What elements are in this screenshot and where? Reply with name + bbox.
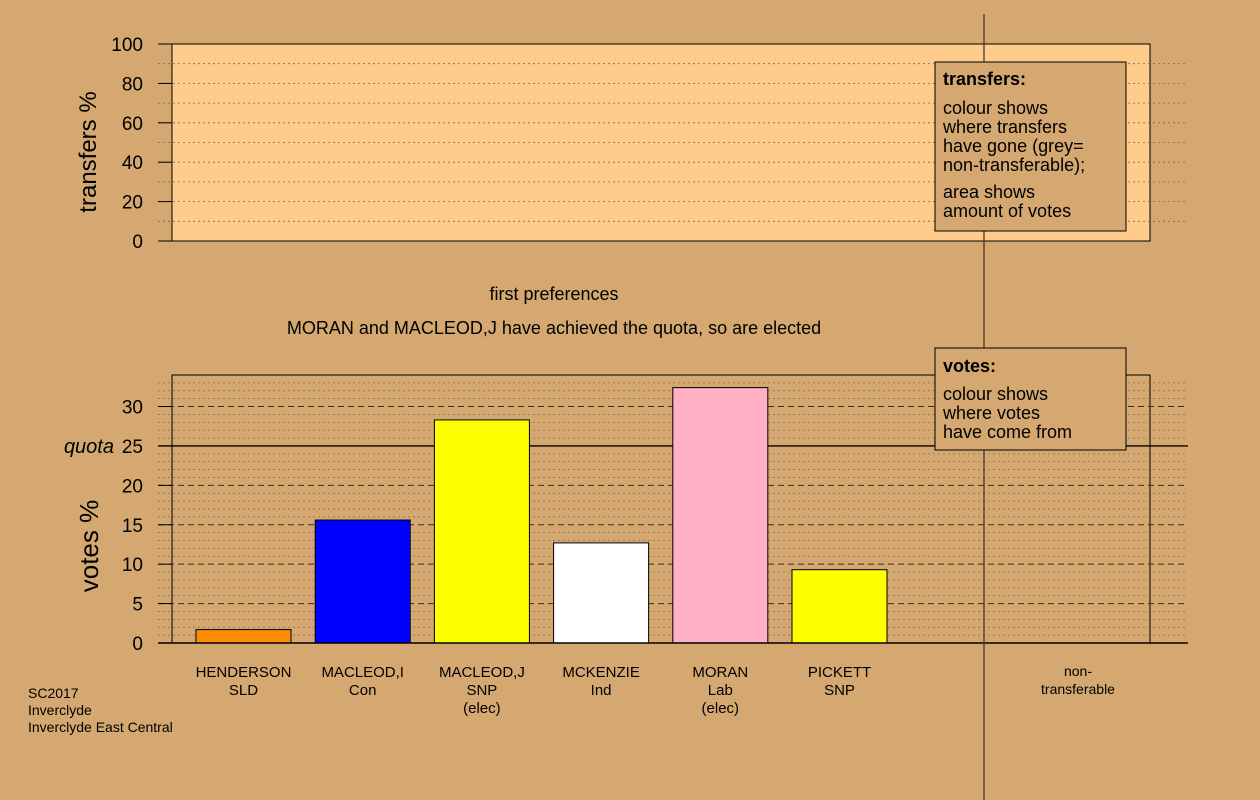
vote-bar: [672, 387, 769, 644]
vote-bar: [433, 419, 530, 644]
candidate-label: Con: [349, 682, 377, 699]
transfers-tick-label: 40: [122, 153, 143, 174]
votes-legend: votes: colour shows where votes have com…: [934, 347, 1127, 451]
votes-tick-label: 15: [122, 516, 143, 537]
candidate-label: MACLEOD,J: [439, 664, 525, 681]
candidate-label: SNP: [466, 682, 497, 699]
votes-legend-box: [934, 347, 1127, 451]
vote-bar: [791, 569, 888, 644]
transfers-tick-label: 60: [122, 114, 143, 135]
votes-tick-label: 30: [122, 398, 143, 419]
transfers-tick-label: 80: [122, 74, 143, 95]
transfers-legend-box: [934, 61, 1127, 232]
footer: SC2017 Inverclyde Inverclyde East Centra…: [28, 685, 173, 735]
votes-tick-label: 5: [132, 595, 143, 616]
quota-label: quota: [64, 436, 114, 458]
votes-tick-label: 0: [132, 634, 143, 655]
transfers-y-axis-label: transfers %: [75, 91, 102, 212]
stage-message: MORAN and MACLEOD,J have achieved the qu…: [287, 318, 821, 338]
transfers-legend-title: transfers:: [943, 69, 1026, 89]
votes-legend-line: colour shows: [943, 384, 1048, 404]
transfers-gridlines: [158, 63, 1188, 222]
votes-y-axis-label: votes %: [74, 500, 104, 593]
transfers-legend-line: colour shows: [943, 98, 1048, 118]
vote-bar: [553, 542, 650, 644]
transfers-legend-line: non-transferable);: [943, 155, 1085, 175]
vote-bar: [314, 519, 411, 644]
candidate-label: Ind: [591, 682, 612, 699]
transfers-tick-label: 100: [111, 35, 143, 56]
votes-tick-label: 20: [122, 476, 143, 497]
candidate-label: HENDERSON: [196, 664, 292, 681]
transfers-tick-label: 0: [132, 232, 143, 253]
transfers-y-axis: 100 80 60 40 20 0: [111, 35, 172, 253]
transfers-legend-line: amount of votes: [943, 201, 1071, 221]
non-transferable-label: non-: [1064, 663, 1092, 679]
candidate-label: Lab: [708, 682, 733, 699]
candidate-label: MORAN: [692, 664, 748, 681]
candidate-labels: HENDERSONSLDMACLEOD,IConMACLEOD,JSNP(ele…: [196, 663, 1116, 717]
candidate-label: (elec): [463, 700, 501, 717]
transfers-legend: transfers: colour shows where transfers …: [934, 61, 1127, 232]
vote-bar: [195, 629, 292, 644]
non-transferable-label: transferable: [1041, 681, 1115, 697]
vote-bars: [195, 387, 888, 644]
transfers-legend-line: area shows: [943, 182, 1035, 202]
votes-tick-label: 10: [122, 555, 143, 576]
candidate-label: MCKENZIE: [562, 664, 640, 681]
candidate-label: SNP: [824, 682, 855, 699]
candidate-label: MACLEOD,I: [321, 664, 404, 681]
votes-legend-line: where votes: [942, 403, 1040, 423]
footer-line: Inverclyde East Central: [28, 719, 173, 735]
votes-legend-line: have come from: [943, 422, 1072, 442]
footer-line: Inverclyde: [28, 702, 92, 718]
votes-tick-label: 25: [122, 437, 143, 458]
votes-y-axis: 30 25 20 15 10 5 0: [122, 398, 172, 655]
transfers-tick-label: 20: [122, 193, 143, 214]
votes-legend-title: votes:: [943, 356, 996, 376]
footer-line: SC2017: [28, 685, 79, 701]
transfers-legend-line: where transfers: [942, 117, 1067, 137]
candidate-label: (elec): [702, 700, 740, 717]
candidate-label: PICKETT: [808, 664, 871, 681]
transfers-legend-line: have gone (grey=: [943, 136, 1084, 156]
stage-title: first preferences: [489, 284, 618, 304]
candidate-label: SLD: [229, 682, 258, 699]
